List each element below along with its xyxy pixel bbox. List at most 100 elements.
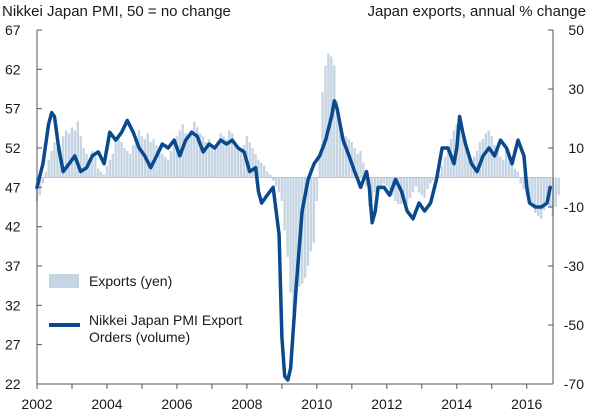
- export-bar: [228, 130, 231, 178]
- export-bar: [88, 159, 91, 178]
- left-tick-label: 52: [5, 140, 21, 156]
- export-bar: [385, 177, 388, 187]
- export-bar: [557, 177, 560, 196]
- export-bar: [210, 145, 214, 178]
- export-bar: [507, 153, 511, 178]
- export-bar: [327, 53, 330, 178]
- export-bar: [414, 177, 418, 187]
- export-bar: [254, 153, 257, 178]
- export-bar: [545, 177, 549, 202]
- export-bar: [333, 65, 336, 178]
- export-bar: [70, 127, 74, 178]
- export-bar: [114, 142, 117, 178]
- export-bar: [268, 174, 272, 178]
- left-tick-label: 27: [5, 337, 21, 353]
- legend-line-label-1: Nikkei Japan PMI Export: [89, 312, 242, 328]
- right-tick-label: 10: [568, 140, 584, 156]
- export-bar: [248, 142, 251, 178]
- export-bar: [534, 177, 537, 213]
- export-bar: [292, 177, 295, 314]
- export-bar: [236, 148, 240, 178]
- export-bar: [137, 130, 141, 178]
- pmi-export-orders-line: [35, 99, 552, 382]
- export-bar: [502, 159, 505, 178]
- export-bar: [164, 156, 167, 178]
- export-bar: [303, 177, 307, 278]
- export-bar: [108, 159, 112, 178]
- export-bar: [324, 65, 327, 178]
- export-bar: [461, 136, 464, 178]
- export-bar: [542, 177, 546, 210]
- export-bar: [149, 142, 152, 178]
- export-bar: [312, 177, 316, 243]
- left-tick-label: 57: [5, 101, 21, 117]
- export-bar: [452, 130, 455, 178]
- export-bar: [295, 177, 298, 290]
- export-bar: [196, 127, 199, 178]
- export-bar: [467, 150, 470, 178]
- export-bar: [338, 121, 342, 178]
- export-bar: [260, 162, 263, 178]
- right-tick-label: -50: [564, 317, 584, 333]
- export-bar: [370, 177, 374, 202]
- export-bar: [131, 145, 135, 178]
- right-tick-label: -30: [564, 258, 584, 274]
- export-bar: [402, 177, 406, 202]
- export-bar: [470, 159, 473, 178]
- export-bar: [47, 159, 50, 178]
- export-bar: [446, 148, 450, 178]
- x-tick-label: 2004: [91, 396, 122, 412]
- export-bar: [251, 148, 254, 178]
- export-bar: [504, 150, 508, 178]
- export-bar: [277, 177, 281, 193]
- export-bar: [405, 177, 409, 205]
- export-bar: [379, 177, 383, 190]
- export-bar: [408, 177, 412, 199]
- export-bar: [554, 177, 557, 207]
- export-bar: [219, 133, 222, 178]
- export-bar: [222, 136, 225, 178]
- export-bar: [359, 150, 362, 178]
- export-bar: [531, 177, 534, 207]
- export-bar: [201, 136, 205, 178]
- export-bar: [286, 177, 289, 258]
- export-bar: [443, 156, 447, 178]
- export-bar: [496, 150, 499, 178]
- export-bar: [175, 136, 179, 178]
- export-bar: [423, 177, 426, 199]
- export-bar: [464, 145, 467, 178]
- left-tick-label: 62: [5, 61, 21, 77]
- export-bar: [216, 142, 219, 178]
- export-bar: [257, 159, 260, 178]
- right-tick-label: -70: [564, 376, 584, 392]
- export-bar: [458, 115, 461, 178]
- x-tick-label: 2016: [511, 396, 542, 412]
- export-bar: [513, 168, 517, 178]
- x-tick-label: 2012: [371, 396, 402, 412]
- right-axis-ticks: 50 30 10 -10 -30 -50 -70: [548, 22, 584, 392]
- export-bar: [475, 150, 479, 178]
- export-bar: [341, 142, 345, 178]
- export-bar: [373, 177, 377, 193]
- export-bar: [161, 153, 164, 178]
- export-bar: [263, 165, 266, 178]
- export-bar: [94, 156, 97, 178]
- export-bar: [76, 121, 79, 178]
- export-bar: [493, 145, 496, 178]
- export-bar: [309, 177, 313, 252]
- export-bar: [79, 136, 82, 178]
- export-bar: [516, 171, 520, 178]
- export-bar: [510, 162, 514, 178]
- right-tick-label: 30: [568, 81, 584, 97]
- export-bar: [242, 145, 246, 178]
- export-bar: [82, 148, 85, 178]
- export-bar: [289, 177, 292, 293]
- export-bar: [432, 177, 435, 181]
- export-bar: [417, 177, 420, 193]
- export-bar: [155, 145, 158, 178]
- export-bar: [440, 165, 444, 178]
- export-bar: [117, 136, 120, 178]
- export-bar: [437, 174, 441, 178]
- export-bar: [537, 177, 540, 216]
- left-tick-label: 22: [5, 376, 21, 392]
